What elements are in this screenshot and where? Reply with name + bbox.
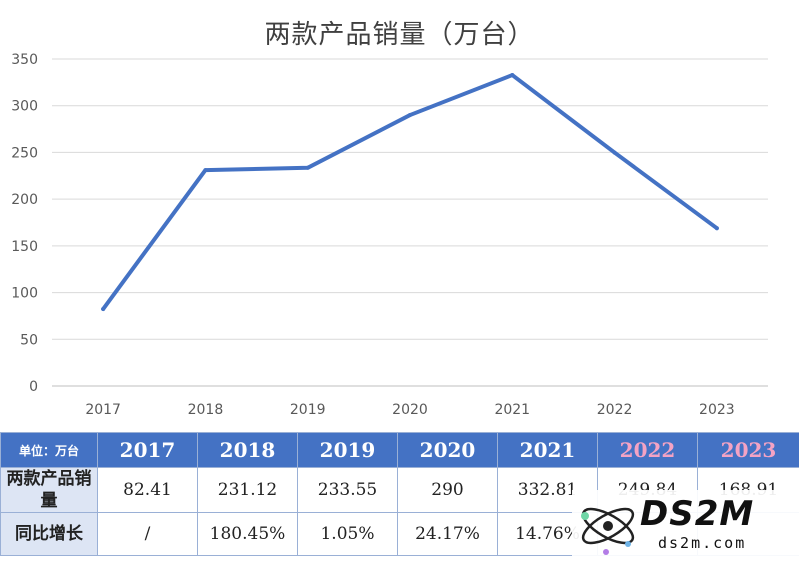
x-tick-label: 2023 [699, 402, 735, 418]
chart-title: 两款产品销量（万台） [264, 20, 535, 50]
x-tick-label: 2019 [290, 402, 326, 418]
row-label-sales: 两款产品销量 [0, 467, 98, 513]
table-cell: 24.17% [397, 512, 498, 556]
x-tick-label: 2017 [85, 402, 121, 418]
x-tick-label: 2021 [494, 402, 530, 418]
data-point [305, 165, 310, 170]
data-point [714, 226, 719, 231]
year-header: 2022 [597, 432, 698, 468]
table-header-row: 单位：万台 2017 2018 2019 2020 2021 2022 2023 [0, 432, 799, 468]
row-label-growth: 同比增长 [0, 512, 98, 556]
year-header: 2021 [497, 432, 598, 468]
x-tick-label: 2020 [392, 402, 428, 418]
data-point [612, 150, 617, 155]
year-header: 2018 [197, 432, 298, 468]
table-cell: 180.45% [197, 512, 298, 556]
year-header: 2020 [397, 432, 498, 468]
watermark-logo-text: DS2M [640, 494, 755, 534]
table-cell: 233.55 [297, 467, 398, 513]
x-tick-label: 2022 [597, 402, 633, 418]
y-tick-label: 150 [11, 239, 38, 255]
y-tick-label: 350 [11, 52, 38, 68]
series-line [101, 73, 719, 312]
data-point [101, 307, 106, 312]
year-header: 2019 [297, 432, 398, 468]
data-point [510, 73, 515, 78]
atom-logo-icon [581, 507, 635, 555]
year-header: 2023 [697, 432, 799, 468]
x-tick-label: 2018 [188, 402, 224, 418]
y-tick-label: 300 [11, 99, 38, 115]
watermark: DS2M ds2m.com [572, 490, 799, 562]
y-tick-label: 200 [11, 192, 38, 208]
unit-label: 单位：万台 [0, 432, 98, 468]
y-tick-label: 250 [11, 145, 38, 161]
data-point [203, 168, 208, 173]
y-tick-label: 50 [20, 332, 38, 348]
data-point [408, 113, 412, 118]
table-cell: 231.12 [197, 467, 298, 513]
table-cell: / [97, 512, 198, 556]
table-cell: 290 [397, 467, 498, 513]
watermark-site-text: ds2m.com [658, 534, 747, 552]
table-cell: 82.41 [97, 467, 198, 513]
year-header: 2017 [97, 432, 198, 468]
y-tick-label: 0 [29, 379, 38, 395]
chart-area: 两款产品销量（万台） 0 50 100 150 200 250 300 350 2017 2018… [11, 20, 768, 418]
line-chart: 0 50 100 150 200 250 300 350 2017 2018 2019 2020 202… [11, 52, 768, 418]
table-cell: 1.05% [297, 512, 398, 556]
y-tick-label: 100 [11, 286, 38, 302]
